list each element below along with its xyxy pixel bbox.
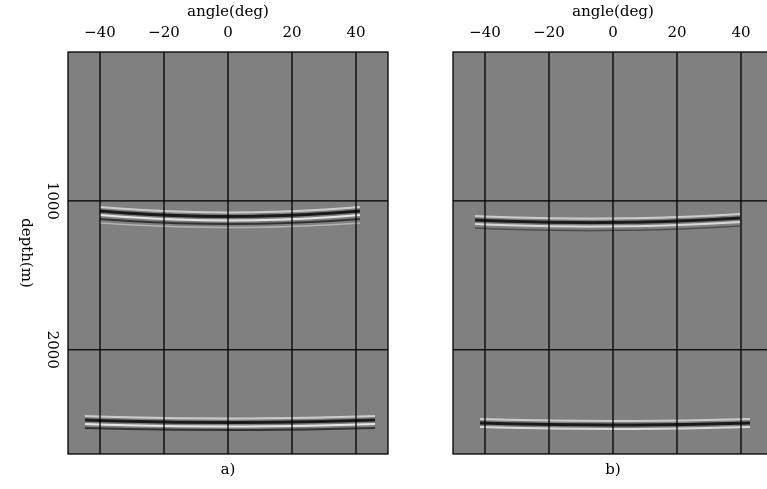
x-tick-label: −20: [533, 23, 565, 41]
x-tick-label: 20: [667, 23, 686, 41]
x-tick-label: 20: [282, 23, 301, 41]
y-tick-label: 1000: [44, 182, 62, 220]
x-axis-title: angle(deg): [572, 2, 654, 20]
x-axis-title: angle(deg): [187, 2, 269, 20]
panel-frame: [452, 51, 767, 455]
x-tick-label: 0: [608, 23, 618, 41]
x-tick-label: −20: [148, 23, 180, 41]
y-tick-label: 2000: [44, 331, 62, 369]
panel-frame: [67, 51, 389, 455]
caption: b): [605, 460, 620, 478]
x-tick-label: −40: [84, 23, 116, 41]
reflections-a: [84, 206, 376, 431]
x-tick-label: 0: [223, 23, 233, 41]
x-tick-label: 40: [346, 23, 365, 41]
x-tick-label: −40: [469, 23, 501, 41]
reflections-b: [474, 213, 751, 430]
caption: a): [221, 460, 236, 478]
panel-background: [453, 52, 767, 454]
x-tick-label: 40: [731, 23, 750, 41]
y-axis-title: depth(m): [18, 218, 36, 288]
